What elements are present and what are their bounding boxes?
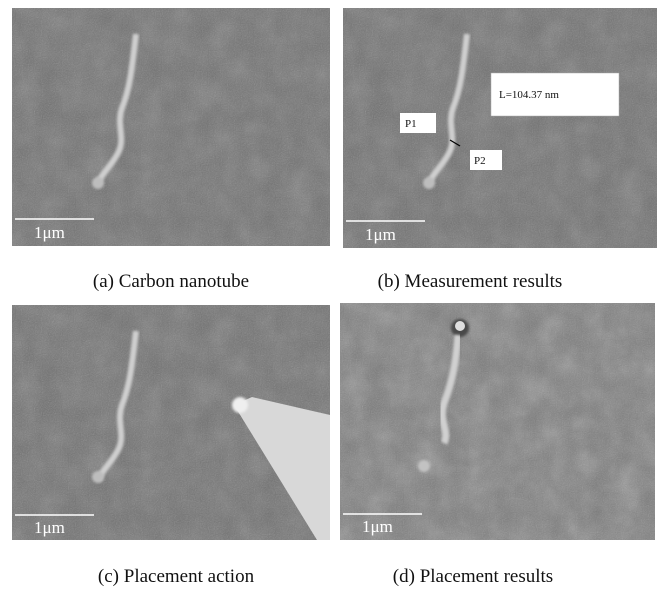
scale-bar-label: 1μm — [34, 518, 65, 537]
caption: (d) Placement results — [393, 566, 553, 587]
caption: (b) Measurement results — [378, 271, 563, 292]
sem-image: 1μm — [12, 305, 330, 540]
point-label: P2 — [474, 155, 486, 167]
scale-bar-label: 1μm — [365, 225, 396, 244]
sem-image: L=104.37 nm P1 P2 1μm — [343, 8, 657, 248]
scale-bar-label: 1μm — [34, 223, 65, 242]
scale-bar-label: 1μm — [362, 517, 393, 536]
caption: (c) Placement action — [98, 566, 255, 587]
sem-image: 1μm — [12, 8, 330, 246]
figure: 1μm L=104.37 nm P1 P2 1μm (a) Carbon nan… — [0, 0, 659, 591]
measurement-label: L=104.37 nm — [499, 89, 559, 101]
caption: (a) Carbon nanotube — [93, 271, 249, 292]
point-label: P1 — [405, 118, 417, 130]
sem-image: 1μm — [340, 303, 655, 540]
